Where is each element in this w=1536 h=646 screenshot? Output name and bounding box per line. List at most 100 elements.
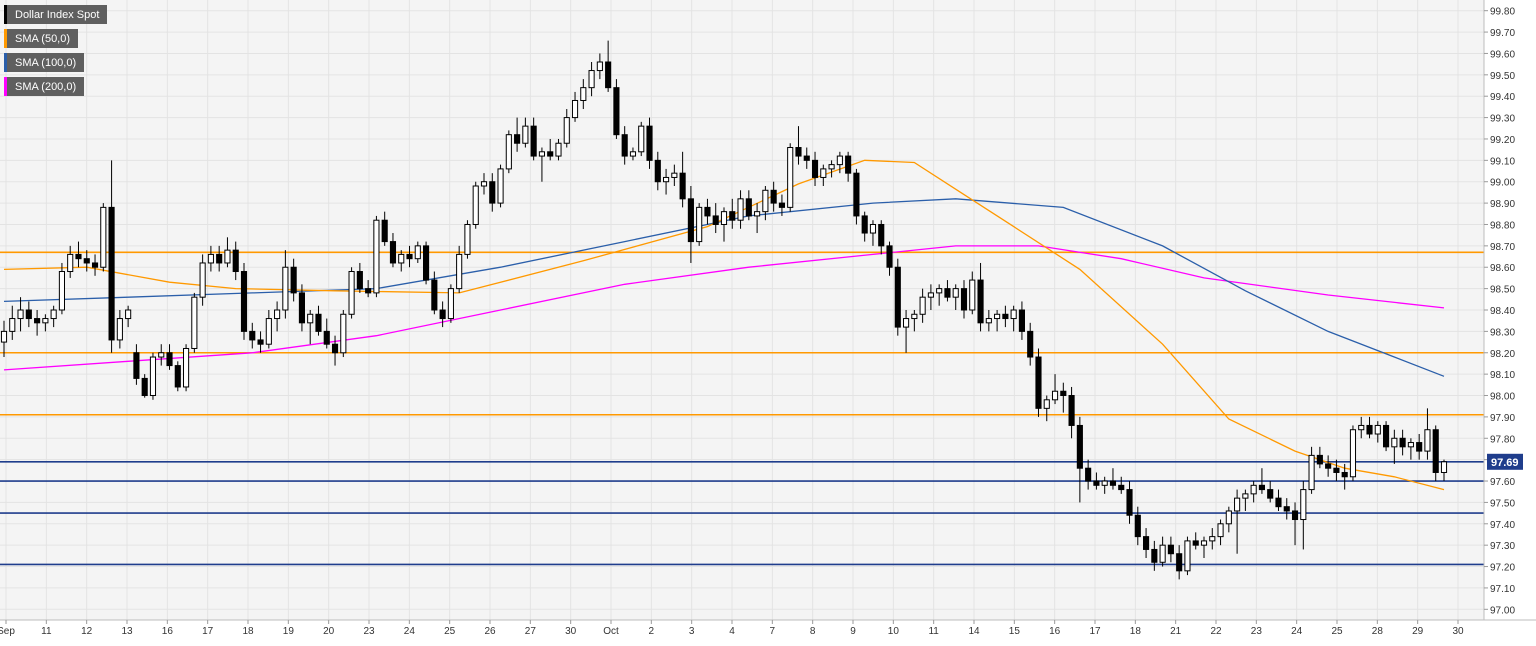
legend-label-sma200: SMA (200,0) — [15, 80, 77, 93]
candle — [927, 284, 934, 310]
candle — [67, 245, 74, 278]
y-tick-label: 99.60 — [1490, 49, 1515, 60]
candle-body — [224, 249, 231, 264]
x-tick-label: 16 — [162, 626, 174, 637]
candle-body — [1250, 484, 1257, 495]
candle — [803, 147, 810, 169]
candle — [853, 168, 860, 225]
candle — [555, 138, 562, 161]
candle — [836, 151, 843, 174]
candle — [1333, 459, 1340, 482]
candle — [75, 241, 82, 268]
candle — [811, 151, 819, 186]
x-tick-label: 11 — [928, 626, 939, 637]
candle — [977, 262, 984, 332]
candle-body — [629, 151, 637, 157]
candle — [315, 305, 322, 336]
y-tick-label: 99.80 — [1490, 7, 1515, 18]
candle — [588, 62, 595, 97]
candle-body — [398, 253, 405, 264]
candle-body — [323, 330, 330, 345]
candle — [207, 245, 214, 272]
candle — [439, 301, 446, 328]
candle-body — [538, 151, 545, 157]
candle — [100, 203, 107, 272]
legend-swatch-price — [4, 5, 7, 24]
candle-body — [894, 266, 901, 328]
candle-body — [960, 288, 968, 311]
candle — [116, 310, 123, 349]
candle-body — [1027, 330, 1034, 358]
legend-label-price: Dollar Index Spot — [15, 8, 100, 21]
candle-body — [240, 271, 248, 332]
candle-body — [17, 309, 24, 320]
candle — [1126, 481, 1133, 524]
y-tick-label: 99.20 — [1490, 135, 1515, 146]
candle — [456, 245, 463, 293]
candle — [1167, 536, 1174, 563]
candle — [596, 53, 603, 80]
candle — [571, 91, 579, 122]
candle-body — [654, 159, 661, 183]
candle-body — [696, 206, 703, 243]
candle-body — [365, 288, 372, 294]
candle — [1399, 429, 1406, 456]
candle — [1242, 489, 1249, 511]
candle — [166, 344, 173, 370]
legend-swatch-sma100 — [4, 53, 7, 72]
candle — [1341, 463, 1348, 490]
y-tick-label: 98.70 — [1490, 242, 1515, 253]
candle — [894, 258, 901, 336]
candle-body — [1358, 424, 1365, 431]
candle — [307, 310, 314, 345]
candle-body — [1300, 489, 1307, 521]
candle — [1291, 502, 1299, 546]
candle — [613, 79, 620, 139]
candle — [174, 361, 181, 392]
candle-body — [1101, 480, 1108, 486]
candle-body — [489, 181, 496, 204]
candle — [290, 258, 297, 302]
candles — [0, 40, 1448, 580]
candle-body — [183, 347, 190, 388]
candle-body — [34, 318, 41, 324]
candle-body — [42, 318, 49, 324]
candle-body — [861, 215, 868, 234]
x-tick-label: 10 — [888, 626, 900, 637]
candle — [563, 109, 570, 148]
candle — [538, 147, 545, 182]
candle — [398, 250, 405, 272]
candle — [1184, 536, 1191, 576]
candle — [323, 318, 330, 349]
candle-body — [307, 313, 314, 324]
candle — [1258, 468, 1265, 494]
candle-body — [0, 330, 8, 343]
candle-body — [331, 343, 339, 354]
candle — [547, 138, 554, 161]
candle — [365, 280, 372, 298]
candle-body — [216, 253, 223, 264]
candle — [985, 310, 992, 332]
legend-item-sma50: SMA (50,0) — [4, 29, 79, 48]
candle — [1308, 446, 1315, 494]
candle-body — [25, 309, 32, 320]
candle — [845, 151, 852, 182]
y-tick-label: 99.10 — [1490, 156, 1515, 167]
candle-body — [828, 164, 835, 170]
candle — [1118, 476, 1125, 494]
candle — [34, 310, 41, 336]
candle-body — [1325, 463, 1332, 469]
candle — [787, 143, 794, 212]
y-tick-label: 99.40 — [1490, 92, 1515, 103]
candle-body — [927, 292, 934, 298]
x-tick-label: 4 — [729, 626, 735, 637]
candle-body — [50, 309, 57, 320]
candle — [17, 297, 24, 332]
candle-body — [133, 352, 140, 379]
candle-body — [166, 352, 173, 367]
candle — [472, 181, 479, 229]
candle-body — [1076, 424, 1083, 469]
candle — [1325, 455, 1332, 477]
candle-body — [737, 198, 744, 221]
candle-body — [563, 117, 570, 144]
